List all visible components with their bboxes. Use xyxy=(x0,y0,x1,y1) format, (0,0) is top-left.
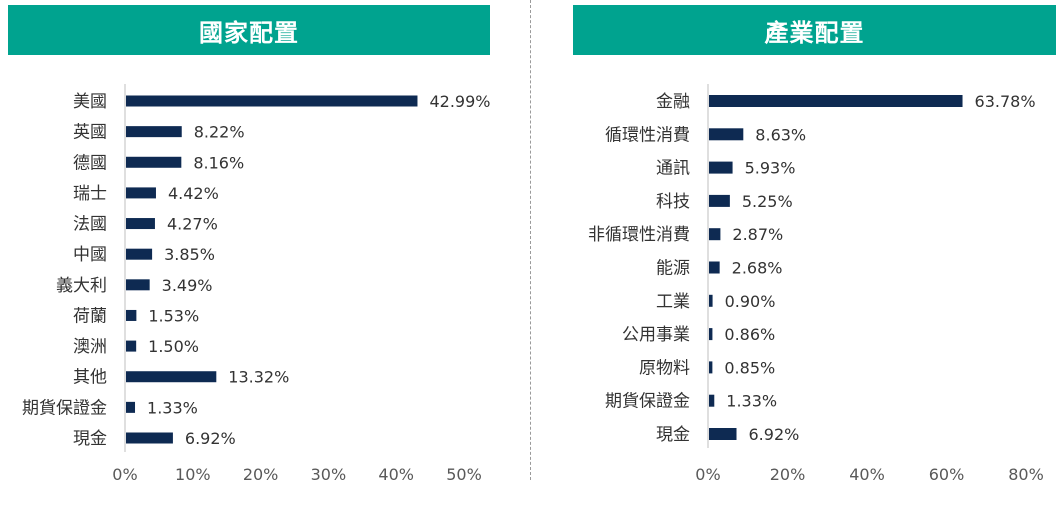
x-tick-label: 0% xyxy=(695,465,720,484)
data-label: 5.93% xyxy=(745,159,796,178)
data-label: 5.25% xyxy=(742,192,793,211)
data-label: 8.63% xyxy=(755,125,806,144)
bar xyxy=(126,371,217,383)
x-tick-label: 20% xyxy=(243,465,279,484)
data-label: 1.53% xyxy=(148,306,199,325)
data-label: 4.42% xyxy=(168,184,219,203)
data-label: 1.33% xyxy=(147,398,198,417)
category-label: 期貨保證金 xyxy=(22,398,107,418)
bar xyxy=(126,156,182,168)
data-label: 63.78% xyxy=(975,92,1036,111)
category-label: 荷蘭 xyxy=(73,306,107,326)
bar xyxy=(126,279,150,291)
x-tick-label: 30% xyxy=(311,465,347,484)
panel-divider xyxy=(530,0,531,480)
bar xyxy=(126,218,155,230)
data-label: 2.87% xyxy=(732,225,783,244)
category-label: 金融 xyxy=(656,92,690,112)
bar xyxy=(709,95,963,107)
bar xyxy=(709,128,744,141)
category-label: 其他 xyxy=(73,368,107,388)
category-label: 非循環性消費 xyxy=(588,225,690,245)
data-label: 0.86% xyxy=(724,325,775,344)
data-label: 1.33% xyxy=(726,392,777,411)
bar xyxy=(126,126,182,138)
bar xyxy=(126,401,136,413)
category-label: 中國 xyxy=(73,245,107,265)
category-label: 公用事業 xyxy=(622,325,690,345)
category-label: 現金 xyxy=(656,425,690,445)
data-label: 8.16% xyxy=(193,153,244,172)
bar xyxy=(126,432,173,444)
x-tick-label: 0% xyxy=(112,465,137,484)
bar xyxy=(126,95,418,107)
x-tick-label: 20% xyxy=(770,465,806,484)
data-label: 0.90% xyxy=(725,292,776,311)
bar xyxy=(709,361,713,374)
category-label: 英國 xyxy=(73,123,107,143)
country-allocation-header: 國家配置 xyxy=(8,5,490,55)
category-label: 科技 xyxy=(656,192,690,212)
bar xyxy=(126,309,137,321)
data-label: 4.27% xyxy=(167,215,218,234)
category-label: 工業 xyxy=(656,292,690,312)
category-label: 現金 xyxy=(73,429,107,449)
data-label: 3.85% xyxy=(164,245,215,264)
x-tick-label: 50% xyxy=(446,465,482,484)
x-tick-label: 40% xyxy=(849,465,885,484)
data-label: 0.85% xyxy=(724,358,775,377)
bar xyxy=(709,428,737,440)
sector-allocation-header: 產業配置 xyxy=(573,5,1056,55)
data-label: 6.92% xyxy=(749,425,800,444)
bar xyxy=(709,161,733,174)
x-tick-label: 80% xyxy=(1008,465,1044,484)
bar xyxy=(709,294,713,307)
data-label: 8.22% xyxy=(194,123,245,142)
data-label: 2.68% xyxy=(732,259,783,278)
bar xyxy=(126,340,137,352)
bar xyxy=(126,248,153,260)
category-label: 義大利 xyxy=(56,276,107,296)
category-label: 美國 xyxy=(73,92,107,112)
category-label: 法國 xyxy=(73,215,107,235)
country-allocation-title: 國家配置 xyxy=(199,18,299,47)
data-label: 13.32% xyxy=(228,368,289,387)
category-label: 通訊 xyxy=(656,159,690,179)
category-label: 德國 xyxy=(73,153,107,173)
bar xyxy=(126,187,156,199)
category-label: 原物料 xyxy=(639,358,690,378)
sector-allocation-title: 產業配置 xyxy=(764,18,865,47)
data-label: 3.49% xyxy=(162,276,213,295)
data-label: 42.99% xyxy=(429,92,490,111)
bar xyxy=(709,194,730,207)
category-label: 能源 xyxy=(656,259,690,279)
data-label: 6.92% xyxy=(185,429,236,448)
data-label: 1.50% xyxy=(148,337,199,356)
category-label: 瑞士 xyxy=(73,184,107,204)
category-label: 期貨保證金 xyxy=(605,392,690,412)
bar xyxy=(709,228,721,241)
x-tick-label: 40% xyxy=(378,465,414,484)
bar xyxy=(709,328,713,341)
category-label: 澳洲 xyxy=(73,337,107,357)
category-label: 循環性消費 xyxy=(605,125,690,145)
bar xyxy=(709,394,715,407)
country-allocation-chart: 美國 42.99% 英國 8.22% 德國 8.16% 瑞士 4.42% 法國 4.27% 中國 3.… xyxy=(22,84,490,484)
bar xyxy=(709,261,720,274)
x-tick-label: 60% xyxy=(929,465,965,484)
x-tick-label: 10% xyxy=(175,465,211,484)
sector-allocation-chart: 金融 63.78% 循環性消費 8.63% 通訊 5.93% 科技 5.25% 非循環性消費 2.… xyxy=(588,84,1044,484)
